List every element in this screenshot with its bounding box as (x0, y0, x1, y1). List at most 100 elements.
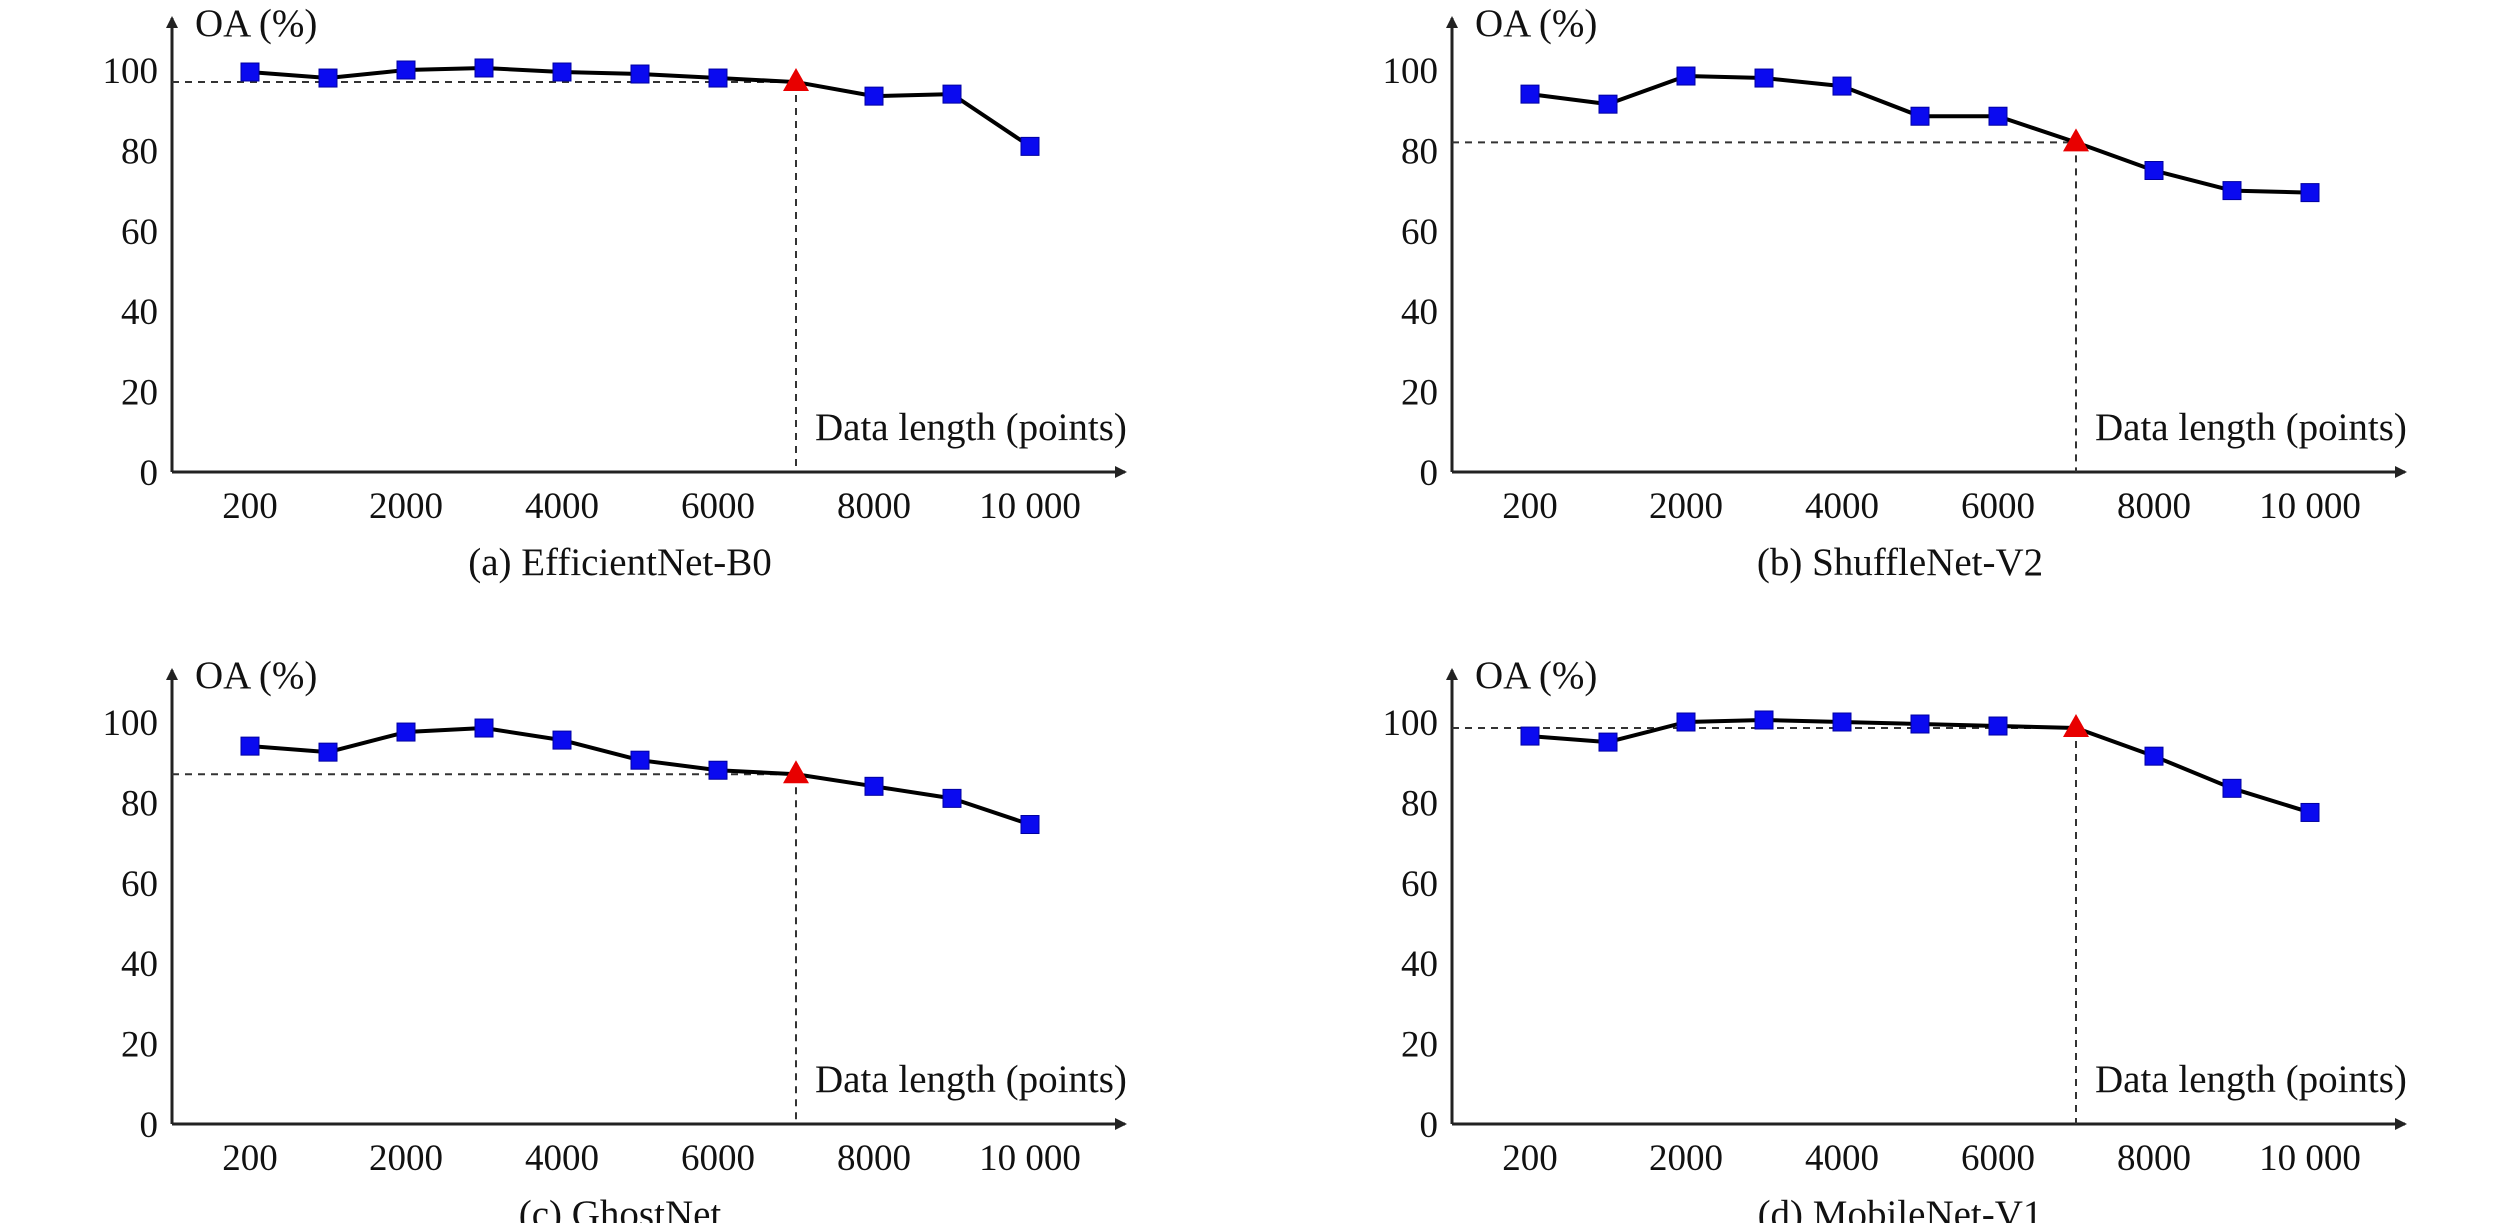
chart-panel-a: 0 20 40 60 80 100 200 2000 4000 6000 8000 10 000 OA … (103, 2, 1127, 584)
y-tick-label: 40 (121, 292, 158, 333)
data-point (1910, 106, 1930, 126)
y-tick-label: 60 (1401, 212, 1438, 253)
data-point (1910, 714, 1930, 734)
x-axis-title: Data length (points) (815, 406, 1127, 449)
x-tick-label: 8000 (837, 486, 911, 527)
data-point (1520, 726, 1540, 746)
x-tick-label: 10 000 (979, 1138, 1081, 1179)
series-line (1529, 717, 2311, 815)
x-tick-label: 200 (1502, 1138, 1558, 1179)
data-point (474, 58, 494, 78)
data-point (1832, 76, 1852, 96)
x-tick-label: 6000 (681, 1138, 755, 1179)
y-tick-label: 0 (140, 453, 159, 494)
x-tick-label: 6000 (681, 486, 755, 527)
y-tick-label: 20 (121, 1025, 158, 1066)
chart-panel-b: 0 20 40 60 80 100 200 2000 4000 6000 8000 10 000 OA … (1383, 2, 2407, 584)
chart-panel-c: 0 20 40 60 80 100 200 2000 4000 6000 8000 10 000 OA … (103, 654, 1127, 1223)
y-axis-title: OA (%) (1475, 2, 1597, 45)
x-tick-label: 2000 (369, 1138, 443, 1179)
data-point (1832, 712, 1852, 732)
data-point (2300, 802, 2320, 822)
data-point (1020, 815, 1040, 835)
data-point (2144, 161, 2164, 180)
data-point (1020, 136, 1040, 156)
x-tick-label: 4000 (525, 1138, 599, 1179)
y-tick-label: 100 (1383, 51, 1439, 92)
y-tick-label: 80 (121, 131, 158, 172)
x-tick-label: 2000 (1649, 1138, 1723, 1179)
panel-caption: (d) MobileNet-V1 (1758, 1193, 2043, 1223)
chart-panel-d: 0 20 40 60 80 100 200 2000 4000 6000 8000 10 000 OA … (1383, 654, 2407, 1223)
x-tick-label: 200 (222, 1138, 278, 1179)
data-point (630, 64, 650, 84)
y-tick-label: 60 (1401, 864, 1438, 905)
x-axis-title: Data length (points) (815, 1058, 1127, 1101)
data-point (1520, 84, 1540, 104)
y-tick-label: 80 (1401, 131, 1438, 172)
x-axis-title: Data length (points) (2095, 1058, 2407, 1101)
x-tick-label: 4000 (525, 486, 599, 527)
y-tick-label: 100 (1383, 703, 1439, 744)
highlight-point (2063, 128, 2089, 152)
y-tick-label: 0 (140, 1105, 159, 1146)
y-tick-label: 40 (121, 944, 158, 985)
data-point (1598, 732, 1618, 752)
data-point (864, 776, 884, 796)
y-tick-label: 0 (1420, 453, 1439, 494)
y-tick-label: 20 (121, 373, 158, 414)
x-tick-label: 10 000 (2259, 1138, 2361, 1179)
data-point (2144, 746, 2164, 766)
panel-caption: (a) EfficientNet-B0 (468, 541, 772, 584)
series-line (249, 726, 1031, 827)
x-axis-title: Data length (points) (2095, 406, 2407, 449)
data-point (2300, 183, 2320, 203)
data-point (240, 736, 260, 756)
x-tick-label: 6000 (1961, 486, 2035, 527)
highlight-point (2063, 714, 2089, 738)
data-point (1676, 66, 1696, 86)
y-tick-label: 40 (1401, 292, 1438, 333)
y-tick-label: 60 (121, 212, 158, 253)
data-point (396, 722, 416, 742)
panel-caption: (c) GhostNet (519, 1193, 722, 1223)
y-axis-title: OA (%) (195, 2, 317, 45)
data-point (708, 68, 728, 88)
data-point (708, 760, 728, 780)
y-tick-label: 60 (121, 864, 158, 905)
y-tick-label: 100 (103, 703, 159, 744)
data-point (1676, 712, 1696, 732)
x-tick-label: 8000 (837, 1138, 911, 1179)
x-tick-label: 200 (1502, 486, 1558, 527)
x-tick-label: 200 (222, 486, 278, 527)
x-tick-label: 10 000 (979, 486, 1081, 527)
y-tick-label: 20 (1401, 1025, 1438, 1066)
data-point (864, 86, 884, 106)
data-point (1598, 94, 1618, 114)
x-tick-label: 2000 (1649, 486, 1723, 527)
y-tick-label: 80 (121, 783, 158, 824)
y-tick-label: 100 (103, 51, 159, 92)
x-tick-label: 2000 (369, 486, 443, 527)
y-tick-label: 20 (1401, 373, 1438, 414)
x-tick-label: 4000 (1805, 1138, 1879, 1179)
data-point (552, 62, 572, 82)
y-tick-label: 40 (1401, 944, 1438, 985)
x-tick-label: 6000 (1961, 1138, 2035, 1179)
highlight-point (783, 68, 809, 92)
data-point (318, 68, 338, 88)
x-tick-label: 8000 (2117, 1138, 2191, 1179)
data-point (942, 788, 962, 808)
data-point (1754, 68, 1774, 88)
data-point (396, 60, 416, 80)
x-tick-label: 4000 (1805, 486, 1879, 527)
data-point (2222, 778, 2242, 798)
data-point (1988, 106, 2008, 126)
data-point (942, 84, 962, 104)
y-tick-label: 80 (1401, 783, 1438, 824)
data-point (552, 730, 572, 750)
data-point (240, 62, 260, 82)
data-point (1988, 716, 2008, 736)
x-tick-label: 8000 (2117, 486, 2191, 527)
